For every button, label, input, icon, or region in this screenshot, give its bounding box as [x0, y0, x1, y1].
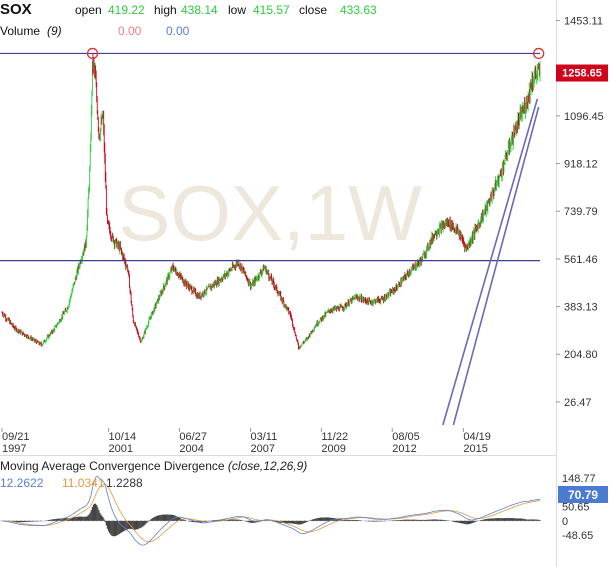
- macd-plot: [0, 476, 541, 546]
- macd-params: (close,12,26,9): [227, 459, 308, 473]
- volume-period: (9): [47, 24, 62, 38]
- volume-value-2: 0.00: [166, 24, 190, 38]
- histogram-value: 1.2288: [106, 476, 143, 490]
- time-axis-label: 09/21: [2, 431, 30, 443]
- time-axis-label: 08/05: [392, 431, 420, 443]
- open-value: 419.22: [108, 3, 145, 17]
- price-axis-label: 918.12: [564, 159, 598, 171]
- price-axis-label: 1096.45: [564, 111, 604, 123]
- macd-axis-label: -48.65: [562, 530, 593, 542]
- time-axis-year: 2015: [463, 443, 487, 455]
- macd-value: 12.2622: [0, 476, 44, 490]
- time-axis-label: 03/11: [251, 431, 278, 443]
- marker-circle: [86, 47, 99, 60]
- price-axis: 1453.11 1096.45 918.12 739.79 561.46 383.13 20…: [556, 16, 604, 409]
- price-axis-label: 26.47: [564, 397, 592, 409]
- volume-value-1: 0.00: [118, 24, 142, 38]
- close-value: 433.63: [340, 3, 377, 17]
- macd-line: [2, 476, 540, 546]
- open-label: open: [75, 3, 102, 17]
- time-axis-label: 10/14: [109, 431, 137, 443]
- symbol-label[interactable]: SOX: [0, 1, 32, 18]
- macd-title[interactable]: Moving Average Convergence Divergence: [0, 459, 225, 473]
- low-label: low: [228, 3, 247, 17]
- signal-value: 11.0341: [62, 476, 105, 490]
- trend-line: [452, 106, 540, 426]
- time-axis-label: 11/22: [321, 431, 348, 443]
- price-axis-label: 1453.11: [564, 16, 603, 28]
- macd-axis-label: 0: [562, 516, 568, 528]
- trend-line: [442, 98, 539, 426]
- volume-label[interactable]: Volume: [0, 24, 41, 38]
- macd-signal-line: [2, 484, 541, 543]
- macd-header: Moving Average Convergence Divergence (c…: [0, 459, 307, 473]
- svg-text:1258.65: 1258.65: [562, 68, 602, 80]
- macd-last-badge: 70.79: [558, 486, 608, 503]
- time-axis-year: 2007: [251, 443, 275, 455]
- price-axis-label: 739.79: [564, 206, 598, 218]
- low-value: 415.57: [253, 3, 290, 17]
- price-plot: [0, 47, 545, 426]
- high-value: 438.14: [181, 3, 218, 17]
- watermark: SOX,1W: [118, 169, 422, 257]
- time-axis-year: 1997: [2, 443, 26, 455]
- time-axis-label: 04/19: [463, 431, 491, 443]
- marker-circle: [533, 47, 545, 60]
- price-axis-label: 383.13: [564, 302, 598, 314]
- macd-axis: 148.77 50.65 0 -48.65: [562, 473, 596, 542]
- last-price-badge: 1258.65: [556, 64, 608, 82]
- macd-axis-label: 148.77: [562, 473, 596, 485]
- time-axis-label: 06/27: [179, 431, 207, 443]
- time-axis-year: 2012: [392, 443, 416, 455]
- close-label: close: [299, 3, 328, 17]
- price-axis-label: 204.80: [564, 349, 598, 361]
- macd-axis-label: 50.65: [562, 501, 590, 513]
- svg-text:70.79: 70.79: [568, 488, 598, 502]
- high-label: high: [154, 3, 177, 17]
- price-axis-label: 561.46: [564, 254, 598, 266]
- time-axis-year: 2001: [109, 443, 133, 455]
- time-axis-year: 2009: [321, 443, 345, 455]
- time-axis-year: 2004: [179, 443, 203, 455]
